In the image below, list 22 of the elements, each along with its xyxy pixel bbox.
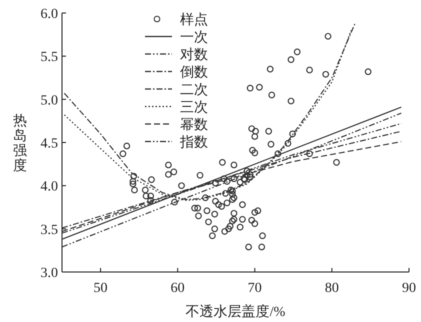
y-tick-label: 5.5	[40, 50, 58, 66]
y-tick-label: 3.5	[40, 222, 58, 238]
y-axis-title: 热岛强度	[13, 113, 27, 174]
legend-label: 一次	[180, 30, 208, 46]
y-tick-label: 4.5	[40, 136, 58, 152]
x-tick-label: 90	[402, 281, 416, 296]
legend-label: 样点	[180, 12, 208, 28]
legend-label: 幂数	[180, 117, 208, 133]
y-tick-label: 5.0	[40, 93, 58, 108]
y-tick-label: 6.0	[40, 7, 58, 22]
x-tick-label: 70	[248, 281, 262, 296]
x-tick-label: 50	[94, 281, 108, 296]
legend-label: 倒数	[180, 64, 208, 80]
legend-label: 指数	[179, 134, 208, 150]
x-axis-title: 不透水层盖度/%	[186, 304, 286, 320]
legend-label: 三次	[180, 100, 208, 116]
y-tick-label: 3.0	[40, 266, 58, 281]
y-tick-label: 4.0	[40, 180, 58, 195]
legend-label: 对数	[180, 47, 208, 63]
x-tick-label: 60	[170, 281, 185, 296]
legend-label: 二次	[180, 82, 208, 98]
x-tick-label: 80	[324, 281, 339, 296]
